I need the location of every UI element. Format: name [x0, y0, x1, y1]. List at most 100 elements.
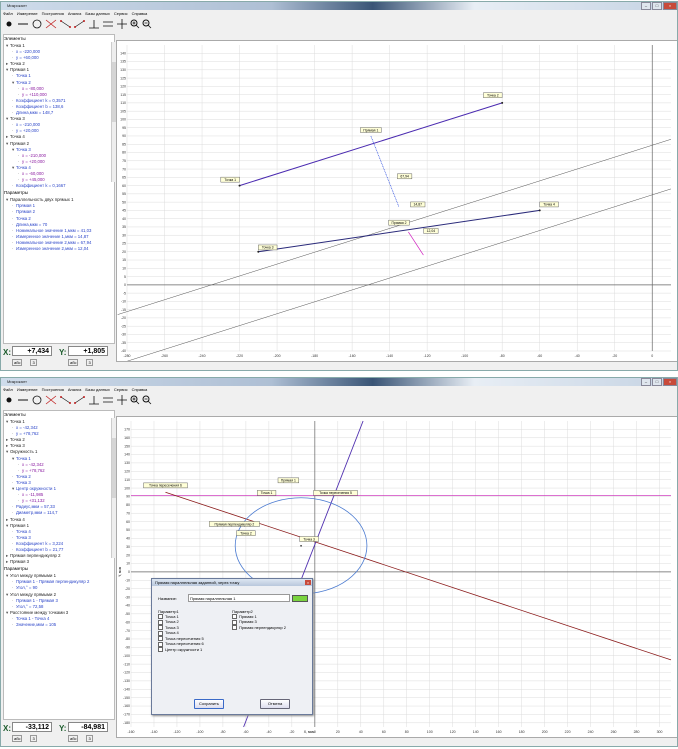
circle-tool-icon[interactable]	[32, 395, 42, 405]
zoom-in-icon[interactable]	[130, 395, 140, 405]
expand-toggle-icon[interactable]: ▾	[12, 164, 15, 170]
color-swatch[interactable]	[292, 595, 308, 602]
tree-item[interactable]: · Длина,мкм = 70	[6, 222, 114, 228]
expand-toggle-icon[interactable]: ▾	[6, 449, 9, 455]
tree-item[interactable]: · x = -210,000	[6, 153, 114, 159]
tree-item[interactable]: · y = +78,762	[6, 468, 114, 474]
points-tool-icon[interactable]	[60, 20, 71, 28]
menu-item-1[interactable]: Измерение	[16, 11, 38, 16]
tree-item[interactable]: · x = -60,000	[6, 171, 114, 177]
menu-item-2[interactable]: Построения	[41, 387, 64, 392]
tree-item[interactable]: ▾ Точка 3	[6, 116, 114, 122]
expand-toggle-icon[interactable]: ▾	[6, 43, 9, 48]
menu-item-6[interactable]: Справка	[131, 387, 148, 392]
x-mode[interactable]: абс	[12, 735, 23, 742]
close-icon[interactable]: ×	[663, 2, 677, 10]
tree-item[interactable]: · Диаметр,мкм = 114,7	[6, 510, 114, 516]
expand-toggle-icon[interactable]: ▾	[12, 79, 15, 85]
expand-toggle-icon[interactable]: ▾	[6, 67, 9, 73]
tree-item[interactable]: ▾ Угол между прямыми 1	[6, 573, 114, 579]
title-bar[interactable]: Микрокалт – □ ×	[1, 378, 677, 386]
checkbox-item[interactable]: Центр окружности 1	[158, 647, 204, 652]
tree-item[interactable]: ▾ Точка 3	[6, 147, 114, 153]
checkbox-item[interactable]: Точка 2	[158, 619, 204, 624]
menu-item-5[interactable]: Сервис	[113, 11, 128, 16]
expand-toggle-icon[interactable]: ▾	[6, 419, 9, 424]
expand-toggle-icon[interactable]: ▾	[6, 140, 9, 146]
save-button[interactable]: Сохранить	[194, 699, 224, 709]
x-prec[interactable]: 3	[30, 735, 37, 742]
expand-toggle-icon[interactable]: ▸	[6, 61, 9, 67]
maximize-icon[interactable]: □	[652, 378, 662, 386]
cross-tool-icon[interactable]	[117, 19, 127, 29]
minimize-icon[interactable]: –	[641, 2, 651, 10]
checkbox-item[interactable]: Прямая 3	[232, 619, 286, 624]
plot-area[interactable]: -280 -260 -240 -220 -200 -180 -160 -140 -120 -100…	[116, 40, 677, 362]
tree-item[interactable]: ▾ Центр окружности 1	[6, 486, 114, 492]
tree-item[interactable]: · Длина,мкм = 148,7	[6, 110, 114, 116]
checkbox-item[interactable]: Точка 4	[158, 630, 204, 635]
close-icon[interactable]: ×	[663, 378, 677, 386]
points-tool-icon[interactable]	[60, 396, 71, 404]
checkbox-item[interactable]: Точка 3	[158, 625, 204, 630]
tree-item[interactable]: ▾ Точка 4	[6, 165, 114, 171]
tree-scrollbar[interactable]	[111, 418, 116, 558]
perpendicular-tool-icon[interactable]	[89, 396, 99, 405]
tree-item[interactable]: · Коэффициент b = 21,77	[6, 547, 114, 553]
tree-item[interactable]: · y = +78,762	[6, 431, 114, 437]
tree-item[interactable]: · Значение,мкм = 105	[6, 622, 114, 628]
minimize-icon[interactable]: –	[641, 378, 651, 386]
cross-tool-icon[interactable]	[117, 395, 127, 405]
point-tool-icon[interactable]	[6, 21, 12, 27]
tree-item[interactable]: · Прямая 1 - Прямая 3	[6, 598, 114, 604]
tree-item[interactable]: · Прямая 2	[6, 209, 114, 215]
tree-item[interactable]: · Прямая 1 - Прямая перпендикуляр 2	[6, 579, 114, 585]
menu-item-4[interactable]: Базы данных	[85, 387, 110, 392]
maximize-icon[interactable]: □	[652, 2, 662, 10]
tree-item[interactable]: · Угол,° = 90	[6, 585, 114, 591]
expand-toggle-icon[interactable]: ▸	[6, 443, 9, 449]
tree-item[interactable]: ▸ Точка 2	[6, 437, 114, 443]
tree-item[interactable]: · Точка 2	[6, 216, 114, 222]
tree-item[interactable]: ▸ Точка 2	[6, 61, 114, 67]
tree-item[interactable]: · Угол,° = 72,58	[6, 604, 114, 610]
tree-item[interactable]: ▾ Параллельность двух прямых 1	[6, 197, 114, 203]
tree-item[interactable]: · Точка 3	[6, 535, 114, 541]
title-bar[interactable]: Микрокалт – □ ×	[1, 2, 677, 10]
zoom-in-icon[interactable]	[130, 19, 140, 29]
expand-toggle-icon[interactable]: ▸	[6, 437, 9, 443]
menu-item-5[interactable]: Сервис	[113, 387, 128, 392]
expand-toggle-icon[interactable]: ▾	[6, 573, 9, 579]
expand-toggle-icon[interactable]: ▾	[12, 146, 15, 152]
menu-item-0[interactable]: Файл	[3, 11, 13, 16]
checkbox-item[interactable]: Точка пересечения 6	[158, 641, 204, 646]
perpendicular-tool-icon[interactable]	[89, 20, 99, 29]
tree-item[interactable]: ▾ Точка 2	[6, 80, 114, 86]
menu-item-1[interactable]: Измерение	[16, 387, 38, 392]
zoom-out-icon[interactable]	[142, 395, 152, 405]
intersection-tool-icon[interactable]	[45, 19, 57, 29]
expand-toggle-icon[interactable]: ▾	[6, 591, 9, 597]
menu-item-6[interactable]: Справка	[131, 11, 148, 16]
tree-item[interactable]: · y = +110,000	[6, 92, 114, 98]
tree-item[interactable]: ▸ Точка 4	[6, 134, 114, 140]
cancel-button[interactable]: Отмена	[260, 699, 290, 709]
tree-item[interactable]: · Измеренное значение 1,мкм = 14,87	[6, 234, 114, 240]
tree-item[interactable]: · y = +45,000	[6, 177, 114, 183]
tree-item[interactable]: ▾ Точка 1	[6, 43, 114, 49]
menu-item-2[interactable]: Построения	[41, 11, 64, 16]
tree-item[interactable]: ▸ Точка 3	[6, 443, 114, 449]
y-prec[interactable]: 3	[86, 359, 93, 366]
expand-toggle-icon[interactable]: ▾	[6, 116, 9, 122]
tree-item[interactable]: · Прямая 1	[6, 203, 114, 209]
point-tool-icon[interactable]	[6, 397, 12, 403]
expand-toggle-icon[interactable]: ▸	[6, 553, 9, 559]
checkbox-item[interactable]: Точка 1	[158, 614, 204, 619]
checkbox-item[interactable]: Точка пересечения 5	[158, 636, 204, 641]
zoom-out-icon[interactable]	[142, 19, 152, 29]
checkbox-item[interactable]: Прямая перпендикуляр 2	[232, 625, 286, 630]
tree-item[interactable]: ▾ Прямая 2	[6, 141, 114, 147]
tree-item[interactable]: ▸ Прямая перпендикуляр 2	[6, 553, 114, 559]
points2-tool-icon[interactable]	[74, 396, 85, 404]
checkbox-item[interactable]: Прямая 1	[232, 614, 286, 619]
